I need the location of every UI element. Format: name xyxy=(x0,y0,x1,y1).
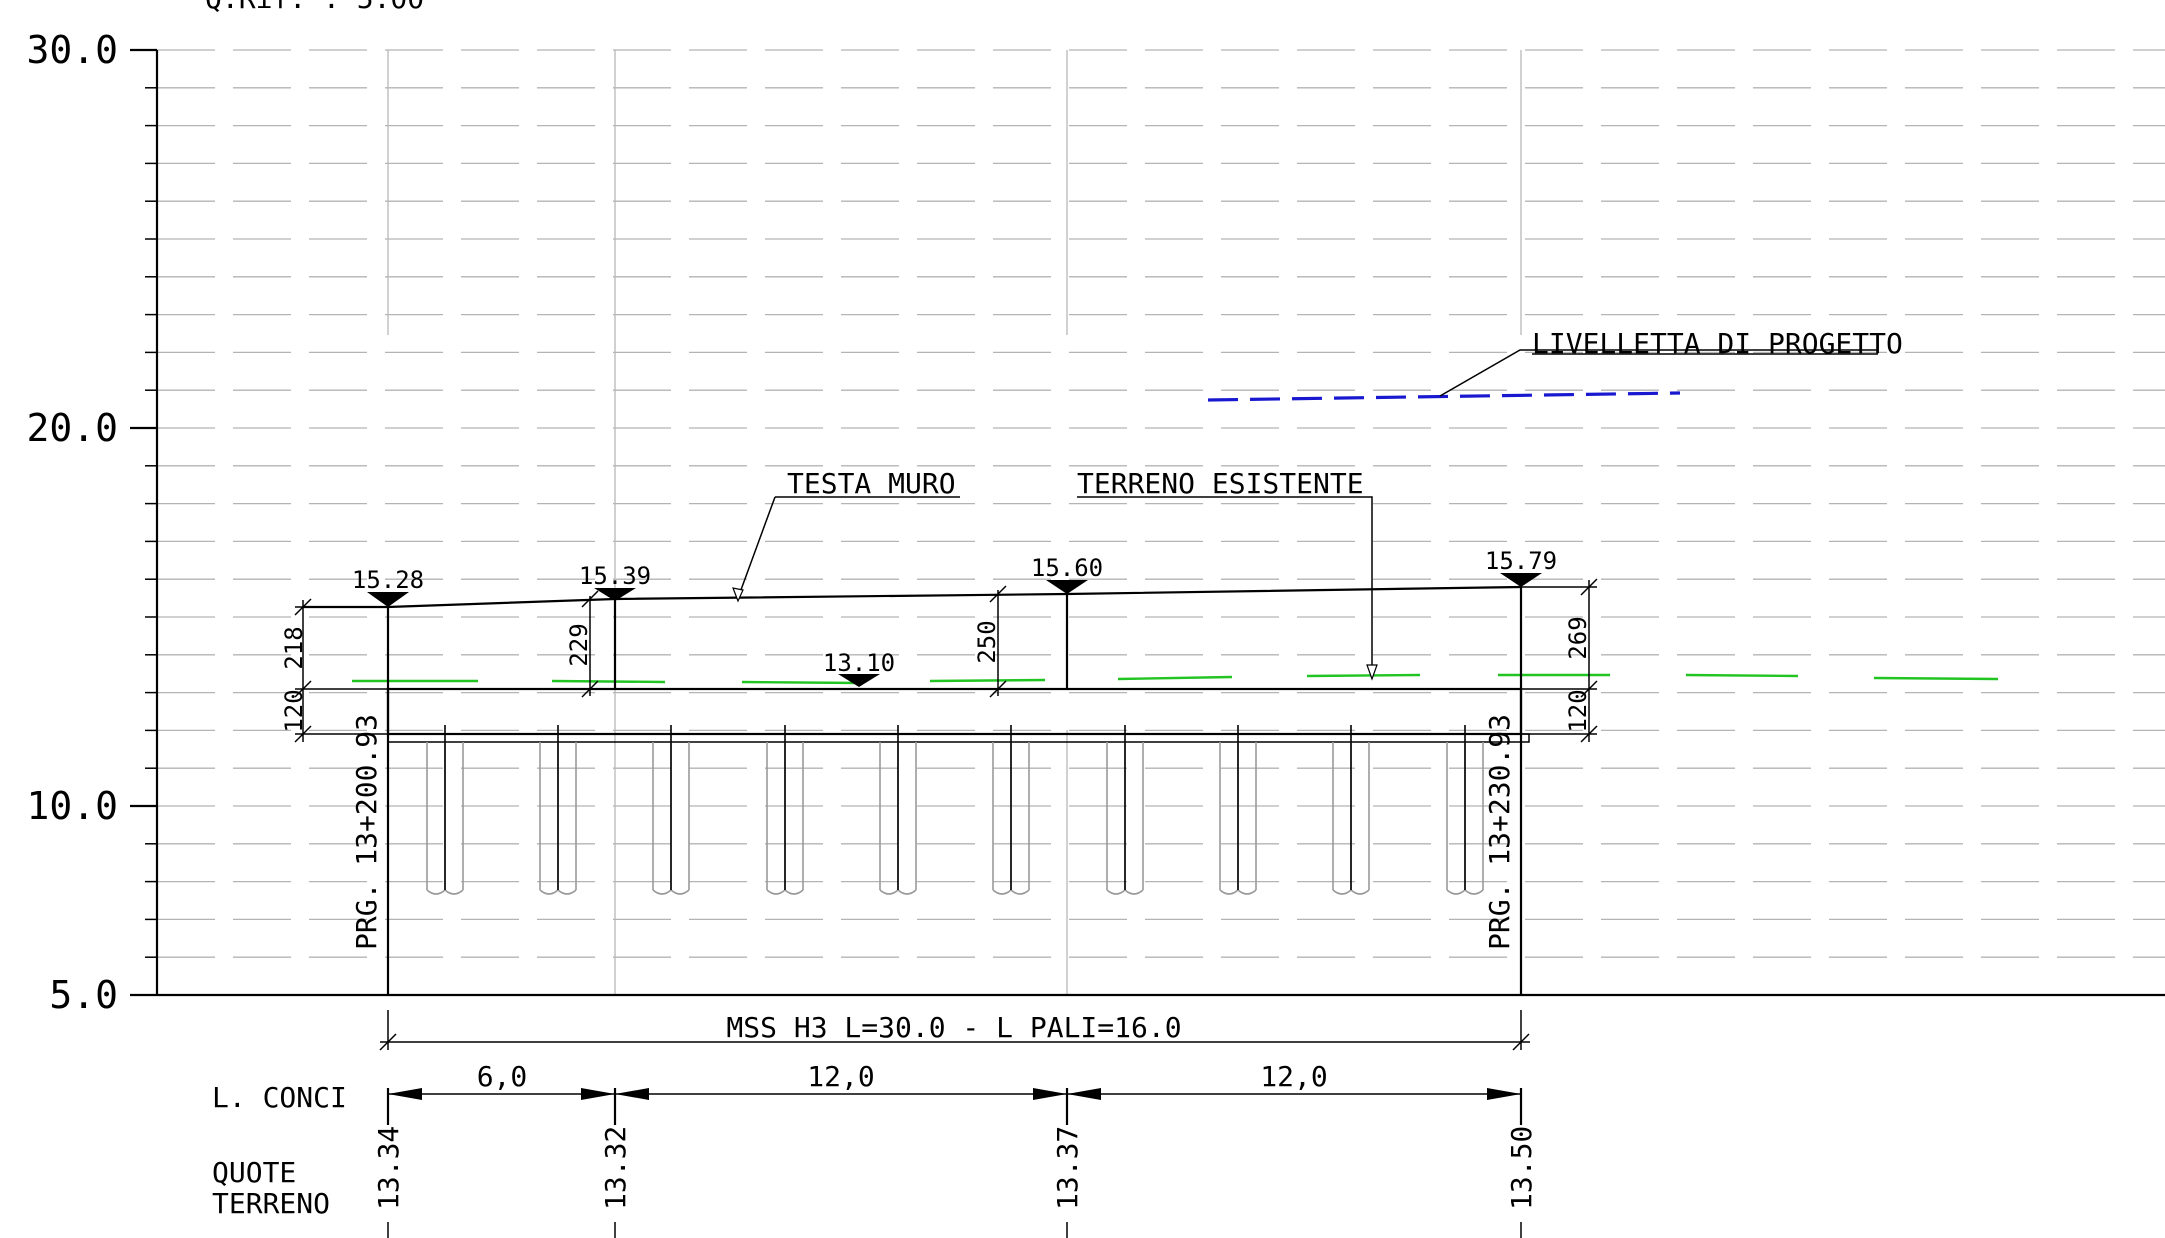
conci-dimensions: 6,0 12,0 12,0 xyxy=(386,1060,1523,1125)
elevation-label-3: 13.10 xyxy=(823,649,895,677)
pile xyxy=(1106,725,1144,895)
pile xyxy=(1219,725,1257,895)
prg-left-label: PRG. 13+200.93 xyxy=(350,714,383,950)
prg-right-label: PRG. 13+230.93 xyxy=(1483,714,1516,950)
elevation-label-4: 15.60 xyxy=(1031,554,1103,582)
axis-label-5: 5.0 xyxy=(49,973,118,1017)
ground-quote-4: 13.50 xyxy=(1505,1126,1538,1210)
axis-ticks xyxy=(145,49,157,996)
dim-left-upper: 218 xyxy=(280,626,308,669)
ground-quote-2: 13.32 xyxy=(599,1126,632,1210)
axis-label-20: 20.0 xyxy=(26,406,118,450)
pile xyxy=(1446,725,1484,895)
testa-muro-label: TESTA MURO xyxy=(787,467,956,500)
elevation-label-2: 15.39 xyxy=(579,562,651,590)
elevation-marker-3 xyxy=(838,674,880,687)
elevation-marker-4 xyxy=(1046,580,1088,594)
pile xyxy=(1332,725,1370,895)
segment-1-label: 6,0 xyxy=(477,1060,528,1093)
dim-right-upper: 269 xyxy=(1564,616,1592,659)
header-clipped-text: Q.Rif. : 5.00 xyxy=(205,0,424,15)
elevation-label-1: 15.28 xyxy=(352,566,424,594)
ground-quotes: 13.34 13.32 13.37 13.50 xyxy=(372,1126,1538,1238)
dim-left-lower: 120 xyxy=(280,689,308,732)
terreno-esistente-leader xyxy=(1077,496,1373,678)
elevation-label-5: 15.79 xyxy=(1485,547,1557,575)
pile xyxy=(652,725,690,895)
elevation-marker-2 xyxy=(594,588,636,601)
elevation-marker-5 xyxy=(1500,573,1542,587)
pile xyxy=(766,725,804,895)
mss-dimension: MSS H3 L=30.0 - L PALI=16.0 xyxy=(379,1010,1530,1051)
terreno-esistente-line xyxy=(352,673,1999,685)
livelletta-label: LIVELLETTA DI PROGETTO xyxy=(1532,327,1903,360)
dim-250: 250 xyxy=(973,620,1001,663)
testa-muro-line xyxy=(303,585,1522,609)
height-dimensions: 218 120 229 250 269 120 xyxy=(280,578,1598,743)
dim-right-lower: 120 xyxy=(1564,689,1592,732)
elevation-axis: 30.0 20.0 10.0 5.0 xyxy=(26,28,159,1017)
dim-229: 229 xyxy=(565,623,593,666)
livelletta-line xyxy=(1207,391,1681,402)
ground-quote-3: 13.37 xyxy=(1051,1126,1084,1210)
elevation-markers: 15.28 15.39 13.10 15.60 15.79 xyxy=(352,547,1557,687)
testa-muro-leader xyxy=(737,496,776,599)
vertical-section-lines xyxy=(387,50,1522,995)
wall-foundation xyxy=(387,733,1530,743)
pile xyxy=(992,725,1030,895)
segment-2-label: 12,0 xyxy=(807,1060,874,1093)
wall-verticals xyxy=(386,577,1523,995)
pile xyxy=(879,725,917,895)
quote-label-line2: TERRENO xyxy=(212,1187,330,1220)
axis-label-10: 10.0 xyxy=(26,784,118,828)
segment-3-label: 12,0 xyxy=(1260,1060,1327,1093)
mss-label: MSS H3 L=30.0 - L PALI=16.0 xyxy=(726,1011,1181,1044)
l-conci-label: L. CONCI xyxy=(212,1081,347,1114)
axis-label-30: 30.0 xyxy=(26,28,118,72)
pile xyxy=(426,725,464,895)
quote-label-line1: QUOTE xyxy=(212,1156,296,1189)
pile xyxy=(539,725,577,895)
elevation-marker-1 xyxy=(367,592,409,607)
terreno-esistente-label: TERRENO ESISTENTE xyxy=(1077,467,1364,500)
livelletta-leader xyxy=(1439,349,1878,397)
piles xyxy=(426,725,1484,895)
grid-lines xyxy=(157,49,2165,996)
ground-quote-1: 13.34 xyxy=(372,1126,405,1210)
